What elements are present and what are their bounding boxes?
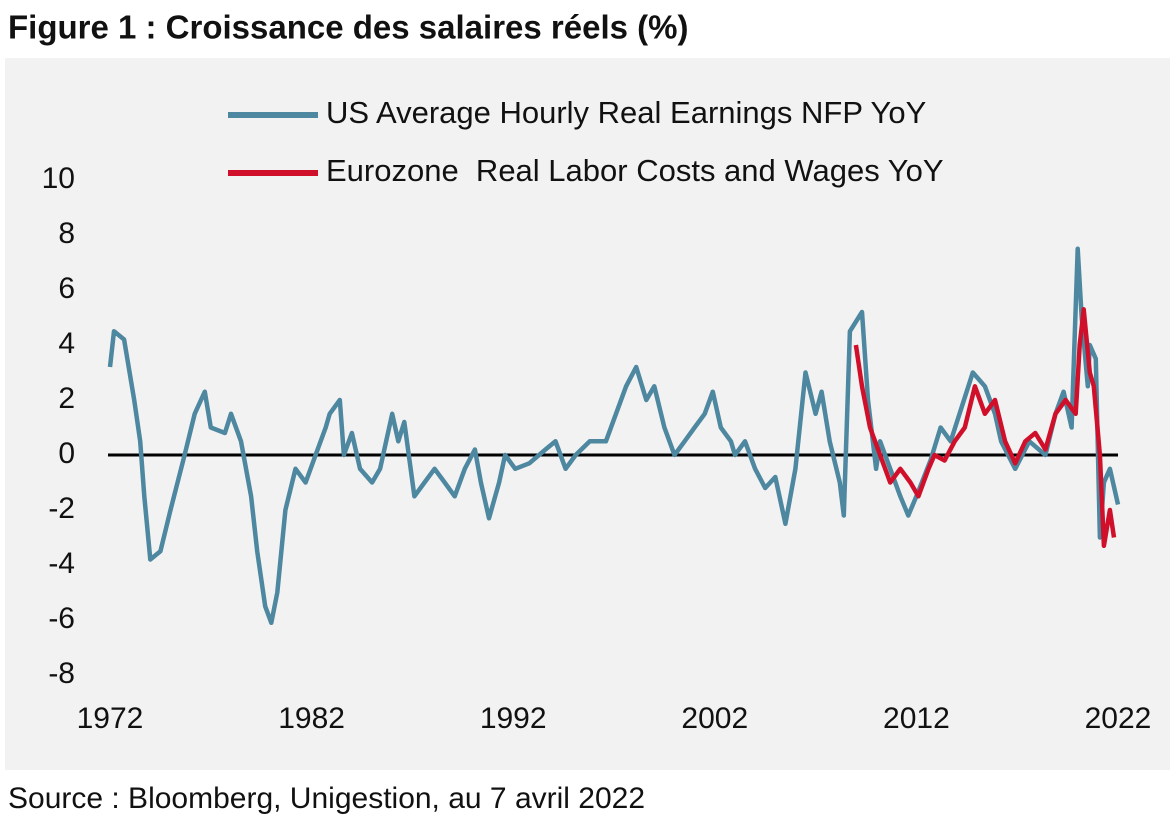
legend-label: Eurozone Real Labor Costs and Wages YoY	[326, 153, 944, 188]
legend-label: US Average Hourly Real Earnings NFP YoY	[326, 95, 926, 130]
source-note: Source : Bloomberg, Unigestion, au 7 avr…	[8, 782, 645, 815]
y-tick-label: 8	[58, 217, 75, 250]
y-tick-label: 6	[58, 272, 75, 305]
y-tick-label: -2	[48, 492, 75, 525]
y-tick-label: -8	[48, 657, 75, 690]
y-tick-label: 10	[42, 162, 75, 195]
series-line	[853, 307, 1117, 549]
series-line	[107, 246, 1121, 626]
y-tick-label: -4	[48, 547, 75, 580]
plot-background	[5, 58, 1170, 770]
x-tick-label: 1982	[278, 702, 345, 735]
x-tick-label: 2012	[883, 702, 950, 735]
x-tick-label: 2022	[1085, 702, 1152, 735]
y-tick-label: -6	[48, 602, 75, 635]
chart-title: Figure 1 : Croissance des salaires réels…	[8, 9, 688, 46]
x-tick-label: 2002	[681, 702, 748, 735]
x-tick-label: 1972	[77, 702, 144, 735]
y-tick-label: 0	[58, 437, 75, 470]
y-tick-label: 2	[58, 382, 75, 415]
y-tick-label: 4	[58, 327, 75, 360]
x-tick-label: 1992	[480, 702, 547, 735]
